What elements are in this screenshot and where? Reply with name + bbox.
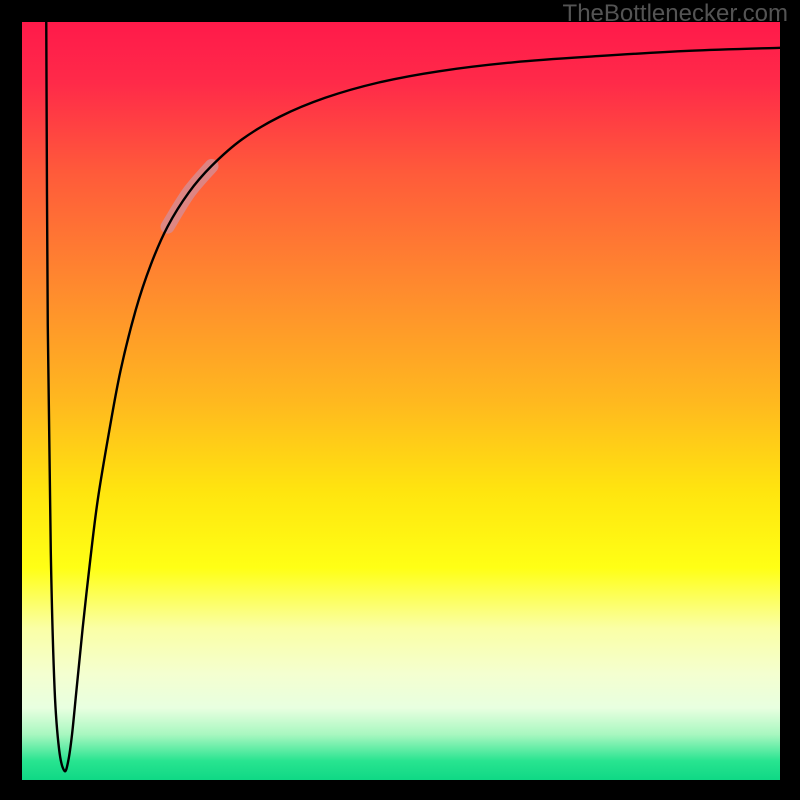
chart-container: TheBottlenecker.com — [0, 0, 800, 800]
plot-background — [22, 22, 780, 780]
attribution-link[interactable]: TheBottlenecker.com — [563, 0, 788, 28]
chart-svg — [0, 0, 800, 800]
